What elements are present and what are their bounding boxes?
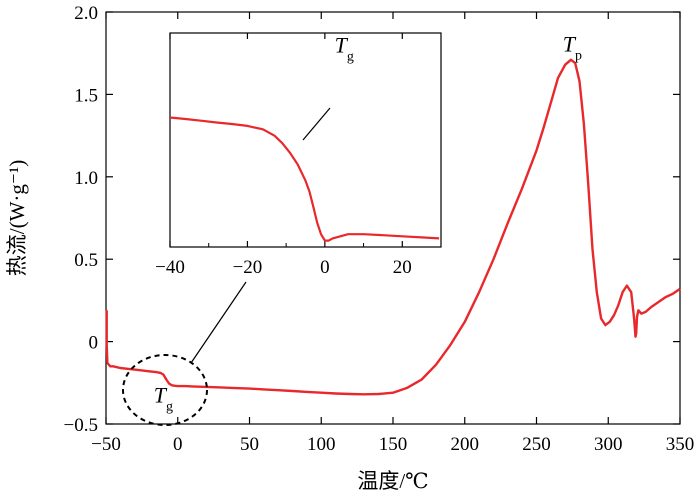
y-tick-label: 2.0 [74, 3, 98, 24]
inset-plot-frame [169, 32, 442, 248]
x-axis-title: 温度/℃ [357, 469, 428, 493]
inset-tick-labels: −40 −20 0 20 [155, 257, 412, 278]
annotation-tg-inset: Tg [335, 32, 354, 64]
inset-x-tick-label: −20 [233, 257, 263, 278]
y-tick-label: −0.5 [64, 415, 98, 436]
inset-connector-line [190, 281, 247, 364]
inset-ticks [169, 33, 442, 247]
x-tick-label: 0 [173, 434, 183, 455]
y-axis-title: 热流/(W·g⁻¹) [5, 160, 29, 277]
inset-x-tick-label: 0 [320, 257, 330, 278]
inset-background [170, 33, 441, 247]
main-tick-labels: −50 0 50 100 150 200 250 300 350−0.500.51.01.52.… [64, 3, 695, 455]
tg-highlight-ellipse [122, 354, 208, 426]
y-tick-label: 1.0 [74, 168, 98, 189]
inset-x-tick-label: −40 [155, 257, 185, 278]
annotation-tg-main: Tg [154, 383, 173, 415]
main-ticks [105, 11, 681, 425]
y-tick-label: 0 [89, 333, 99, 354]
x-tick-label: 50 [240, 434, 259, 455]
inset-tg-pointer [302, 107, 331, 141]
x-tick-label: 300 [594, 434, 623, 455]
x-tick-label: 100 [307, 434, 336, 455]
annotation-tp-main: Tp [563, 32, 582, 64]
y-tick-label: 1.5 [74, 85, 98, 106]
x-tick-label: 150 [379, 434, 408, 455]
x-tick-label: 250 [522, 434, 551, 455]
y-tick-label: 0.5 [74, 250, 98, 271]
x-tick-label: −50 [91, 434, 121, 455]
inset-x-tick-label: 20 [393, 257, 412, 278]
inset-annotations: Tg [335, 32, 354, 64]
main-series-line [105, 58, 681, 396]
x-tick-label: 200 [451, 434, 480, 455]
main-annotations: Tg Tp [154, 32, 582, 415]
inset-series-line [169, 116, 440, 242]
x-tick-label: 350 [666, 434, 695, 455]
